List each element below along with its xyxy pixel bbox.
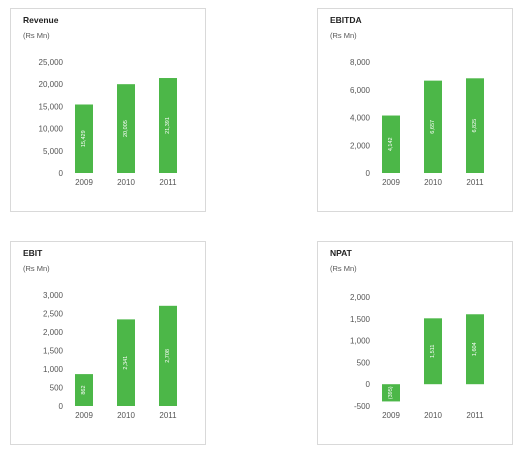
- chart-title: NPAT: [330, 248, 353, 258]
- x-category-label: 2010: [424, 411, 442, 420]
- ebitda-chart: EBITDA (Rs Mn) 0 2,000 4,000 6,000 8,000 4,142 2…: [330, 15, 484, 187]
- x-category-label: 2009: [75, 178, 93, 187]
- bar-2011: [466, 314, 484, 385]
- bar-2010: [117, 319, 135, 406]
- bar-value-label: 4,142: [388, 137, 394, 151]
- y-tick-label: 6,000: [350, 86, 371, 95]
- bar-value-label: (395): [388, 386, 394, 399]
- y-tick-label: 1,500: [350, 315, 371, 324]
- bar-2011: [159, 78, 177, 173]
- y-tick-label: 0: [59, 402, 64, 411]
- bar-value-label: 1,604: [472, 342, 478, 356]
- revenue-chart: Revenue (Rs Mn) 0 5,000 10,000 15,000 20,000 25…: [23, 15, 177, 187]
- y-tick-label: 1,000: [350, 337, 371, 346]
- x-category-label: 2009: [382, 411, 400, 420]
- bar-value-label: 15,429: [81, 130, 87, 147]
- bar-2009: [75, 104, 93, 173]
- y-tick-label: 15,000: [39, 102, 64, 111]
- chart-title: Revenue: [23, 15, 59, 25]
- y-tick-label: 0: [366, 169, 371, 178]
- y-tick-label: 25,000: [39, 58, 64, 67]
- bar-value-label: 6,657: [430, 120, 436, 134]
- revenue-chart-panel: Revenue (Rs Mn) 0 5,000 10,000 15,000 20,000 25…: [10, 8, 206, 212]
- bar-2010: [117, 84, 135, 173]
- y-tick-label: 2,000: [350, 141, 371, 150]
- x-category-label: 2011: [466, 411, 484, 420]
- bar-value-label: 1,511: [430, 345, 436, 358]
- y-tick-label: 5,000: [43, 147, 64, 156]
- x-category-label: 2010: [424, 178, 442, 187]
- bar-2010: [424, 80, 442, 173]
- x-category-label: 2011: [159, 411, 177, 420]
- y-tick-label: 500: [357, 358, 371, 367]
- y-tick-label: 20,000: [39, 80, 64, 89]
- x-category-label: 2010: [117, 411, 135, 420]
- ebitda-chart-panel: EBITDA (Rs Mn) 0 2,000 4,000 6,000 8,000 4,142 2…: [317, 8, 513, 212]
- y-tick-label: 2,000: [350, 293, 371, 302]
- x-category-label: 2009: [382, 178, 400, 187]
- bar-2009: [75, 374, 93, 406]
- bar-2009: [382, 384, 400, 402]
- bar-2011: [159, 305, 177, 406]
- npat-chart-panel: NPAT (Rs Mn) -500 0 500 1,000 1,500 2,000 (395) 2…: [317, 241, 513, 445]
- bar-2011: [466, 78, 484, 173]
- chart-unit-label: (Rs Mn): [330, 31, 357, 40]
- bar-value-label: 21,391: [165, 117, 171, 134]
- ebit-chart-panel: EBIT (Rs Mn) 0 500 1,000 1,500 2,000 2,500 3,000…: [10, 241, 206, 445]
- y-tick-label: 8,000: [350, 58, 371, 67]
- chart-unit-label: (Rs Mn): [23, 31, 50, 40]
- bar-value-label: 20,005: [123, 120, 129, 137]
- chart-title: EBIT: [23, 248, 43, 258]
- y-tick-label: 4,000: [350, 114, 371, 123]
- ebit-chart: EBIT (Rs Mn) 0 500 1,000 1,500 2,000 2,500 3,000…: [23, 248, 177, 420]
- y-tick-label: 500: [50, 384, 64, 393]
- y-tick-label: 2,500: [43, 310, 64, 319]
- chart-unit-label: (Rs Mn): [330, 264, 357, 273]
- bar-value-label: 2,708: [165, 349, 171, 363]
- bar-2010: [424, 318, 442, 385]
- x-category-label: 2011: [159, 178, 177, 187]
- y-tick-label: 1,500: [43, 347, 64, 356]
- y-tick-label: 10,000: [39, 125, 64, 134]
- x-category-label: 2011: [466, 178, 484, 187]
- x-category-label: 2010: [117, 178, 135, 187]
- y-tick-label: 0: [59, 169, 64, 178]
- npat-chart: NPAT (Rs Mn) -500 0 500 1,000 1,500 2,000 (395) 2…: [330, 248, 484, 420]
- y-tick-label: 2,000: [43, 328, 64, 337]
- bar-2009: [382, 115, 400, 173]
- y-tick-label: 0: [366, 380, 371, 389]
- y-tick-label: 1,000: [43, 365, 64, 374]
- y-tick-label: 3,000: [43, 291, 64, 300]
- bar-value-label: 2,341: [123, 356, 129, 370]
- x-category-label: 2009: [75, 411, 93, 420]
- chart-unit-label: (Rs Mn): [23, 264, 50, 273]
- bar-value-label: 862: [81, 385, 87, 394]
- bar-value-label: 6,825: [472, 119, 478, 133]
- chart-title: EBITDA: [330, 15, 362, 25]
- y-tick-label: -500: [354, 402, 371, 411]
